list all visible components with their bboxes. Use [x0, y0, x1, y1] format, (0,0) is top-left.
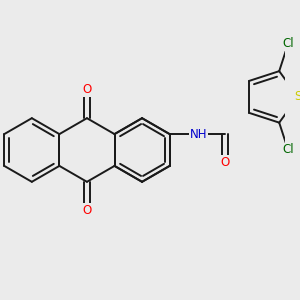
- Text: S: S: [294, 90, 300, 104]
- Text: O: O: [221, 156, 230, 169]
- Text: Cl: Cl: [282, 38, 294, 50]
- Text: Cl: Cl: [282, 143, 294, 156]
- Text: NH: NH: [190, 128, 207, 141]
- Text: O: O: [82, 204, 92, 217]
- Text: O: O: [82, 83, 92, 96]
